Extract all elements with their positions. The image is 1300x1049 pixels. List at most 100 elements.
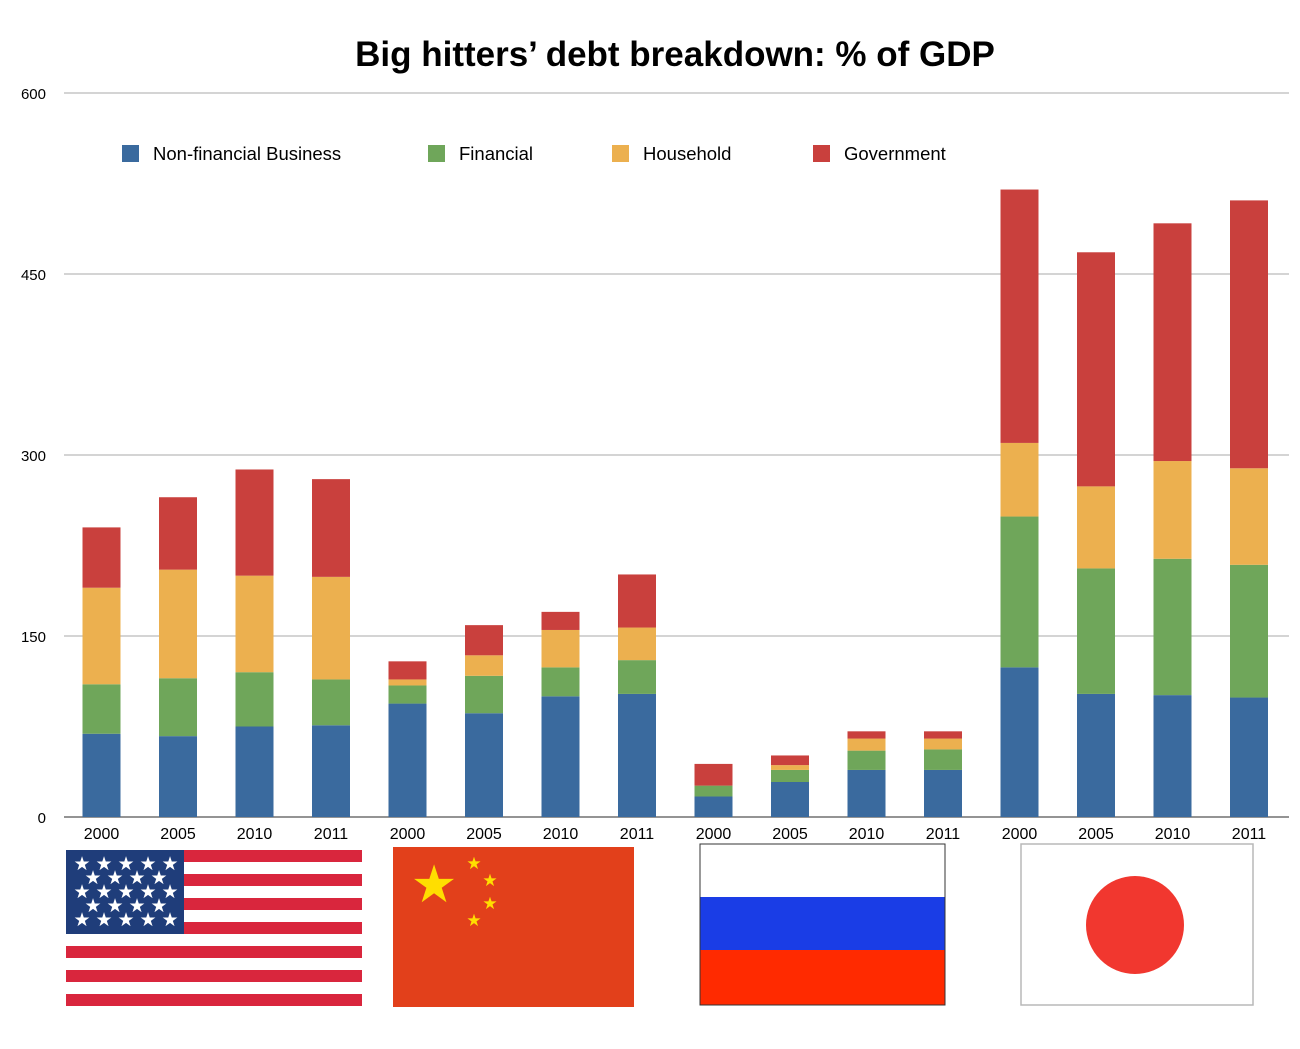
usa-flag-icon: ★ ★ ★ ★ ★★ ★ ★ ★★ ★ ★ ★ ★★ ★ ★ ★★ ★ ★ ★ ★ xyxy=(66,850,362,1006)
bar-segment xyxy=(847,750,886,770)
bar-segment xyxy=(388,703,427,817)
svg-text:★: ★ xyxy=(466,911,481,931)
bar-segment xyxy=(235,672,274,727)
chart-title: Big hitters’ debt breakdown: % of GDP xyxy=(355,35,995,74)
y-tick-label: 450 xyxy=(21,267,46,284)
bar-segment xyxy=(1153,461,1192,559)
bar-segment xyxy=(82,733,121,817)
x-tick-label: 2010 xyxy=(849,826,885,843)
svg-text:★: ★ xyxy=(482,894,497,914)
svg-text:★: ★ xyxy=(128,895,145,917)
bar-segment xyxy=(159,497,197,570)
bar-segment xyxy=(235,726,274,817)
bar-segment xyxy=(847,769,886,817)
bar-segment xyxy=(1000,442,1039,517)
bar-segment xyxy=(694,785,733,797)
x-axis-ticks: 2000 2005 2010 2011 2000 2005 2010 2011 2000 2005… xyxy=(84,826,1267,843)
svg-text:★: ★ xyxy=(73,909,90,931)
svg-text:★: ★ xyxy=(95,853,112,875)
svg-text:★: ★ xyxy=(84,867,101,889)
bar-segment xyxy=(465,655,503,676)
bar-segment xyxy=(388,661,427,680)
svg-text:★: ★ xyxy=(84,895,101,917)
svg-text:★: ★ xyxy=(117,909,134,931)
x-tick-label: 2011 xyxy=(1232,826,1267,843)
svg-text:★: ★ xyxy=(161,853,178,875)
japan-flag-icon xyxy=(1020,843,1254,1006)
svg-text:★: ★ xyxy=(95,881,112,903)
bar-segment xyxy=(618,660,656,694)
bar-segment xyxy=(82,527,121,588)
bar-segment xyxy=(1077,693,1115,817)
bar-segment xyxy=(312,725,350,817)
x-tick-label: 2000 xyxy=(390,826,426,843)
svg-text:★: ★ xyxy=(150,867,167,889)
svg-text:★: ★ xyxy=(150,895,167,917)
bar-segment xyxy=(771,782,809,817)
legend-item: Government xyxy=(813,143,946,164)
bar-segment xyxy=(159,678,197,737)
x-tick-label: 2000 xyxy=(84,826,120,843)
x-tick-label: 2005 xyxy=(466,826,502,843)
y-tick-label: 300 xyxy=(21,448,46,465)
bar-segment xyxy=(694,796,733,817)
bar-segment xyxy=(1077,568,1115,694)
bar-segment xyxy=(618,574,656,628)
bar-segment xyxy=(82,587,121,685)
bar-segment xyxy=(1230,468,1268,565)
svg-text:★: ★ xyxy=(117,853,134,875)
svg-text:★: ★ xyxy=(106,895,123,917)
svg-text:★: ★ xyxy=(466,854,481,874)
x-tick-label: 2000 xyxy=(696,826,732,843)
bar-segment xyxy=(82,684,121,734)
svg-text:★: ★ xyxy=(482,871,497,891)
bar-segment xyxy=(1000,189,1039,443)
bars xyxy=(82,189,1268,817)
legend-swatch xyxy=(122,145,139,162)
svg-text:★: ★ xyxy=(128,867,145,889)
x-tick-label: 2000 xyxy=(1002,826,1038,843)
legend-label: Household xyxy=(643,143,731,164)
legend-label: Financial xyxy=(459,143,533,164)
bar-segment xyxy=(541,667,580,697)
legend-label: Non-financial Business xyxy=(153,143,341,164)
svg-text:★: ★ xyxy=(106,867,123,889)
bar-segment xyxy=(541,696,580,817)
bar-segment xyxy=(159,569,197,679)
bar-segment xyxy=(1000,516,1039,668)
y-tick-label: 150 xyxy=(21,629,46,646)
bar-segment xyxy=(1077,252,1115,487)
bar-segment xyxy=(1153,223,1192,462)
bar-segment xyxy=(235,469,274,576)
bar-segment xyxy=(541,629,580,668)
x-tick-label: 2011 xyxy=(926,826,961,843)
bar-segment xyxy=(541,611,580,630)
x-tick-label: 2010 xyxy=(1155,826,1191,843)
legend-swatch xyxy=(813,145,830,162)
bar-segment xyxy=(1077,486,1115,569)
svg-text:★: ★ xyxy=(139,909,156,931)
x-tick-label: 2005 xyxy=(772,826,808,843)
bar-segment xyxy=(312,679,350,726)
bar-segment xyxy=(1153,558,1192,696)
x-tick-label: 2010 xyxy=(543,826,579,843)
bar-segment xyxy=(618,627,656,661)
china-flag-icon: ★ ★ ★ ★ ★ xyxy=(393,847,634,1007)
bar-segment xyxy=(847,738,886,751)
bar-segment xyxy=(312,576,350,680)
legend-item: Household xyxy=(612,143,731,164)
bar-segment xyxy=(924,749,962,770)
bar-segment xyxy=(771,765,809,770)
svg-text:★: ★ xyxy=(411,855,458,915)
bar-segment xyxy=(924,738,962,750)
svg-text:★: ★ xyxy=(73,853,90,875)
legend-item: Non-financial Business xyxy=(122,143,341,164)
bar-segment xyxy=(771,769,809,783)
bar-segment xyxy=(235,575,274,673)
legend: Non-financial Business Financial Household… xyxy=(122,143,946,164)
bar-segment xyxy=(1230,200,1268,469)
bar-segment xyxy=(924,731,962,739)
y-axis-ticks: 0 150 300 450 600 xyxy=(21,86,46,827)
x-tick-label: 2005 xyxy=(160,826,196,843)
legend-item: Financial xyxy=(428,143,533,164)
